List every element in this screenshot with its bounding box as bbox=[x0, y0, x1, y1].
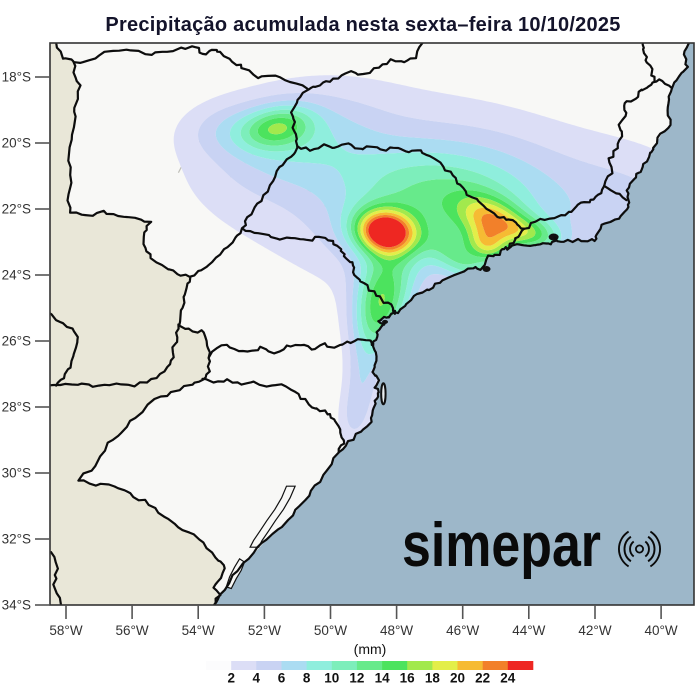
svg-text:26°S: 26°S bbox=[2, 334, 31, 349]
svg-text:16: 16 bbox=[400, 671, 416, 686]
svg-text:4: 4 bbox=[253, 671, 261, 686]
svg-text:18°S: 18°S bbox=[2, 70, 31, 85]
svg-text:30°S: 30°S bbox=[2, 466, 31, 481]
svg-text:simepar: simepar bbox=[402, 511, 601, 580]
svg-text:12: 12 bbox=[349, 671, 364, 686]
svg-text:48°W: 48°W bbox=[380, 623, 413, 638]
svg-text:42°W: 42°W bbox=[578, 623, 611, 638]
svg-text:20: 20 bbox=[450, 671, 465, 686]
svg-text:58°W: 58°W bbox=[49, 623, 82, 638]
svg-text:8: 8 bbox=[303, 671, 311, 686]
svg-text:6: 6 bbox=[278, 671, 286, 686]
svg-text:10: 10 bbox=[324, 671, 339, 686]
svg-text:54°W: 54°W bbox=[182, 623, 215, 638]
svg-text:24: 24 bbox=[500, 671, 516, 686]
svg-text:(mm): (mm) bbox=[354, 641, 387, 657]
svg-text:34°S: 34°S bbox=[2, 598, 31, 613]
svg-text:2: 2 bbox=[227, 671, 235, 686]
svg-text:20°S: 20°S bbox=[2, 136, 31, 151]
svg-text:28°S: 28°S bbox=[2, 400, 31, 415]
svg-text:22°S: 22°S bbox=[2, 202, 31, 217]
svg-text:22: 22 bbox=[475, 671, 490, 686]
svg-text:56°W: 56°W bbox=[116, 623, 149, 638]
svg-text:40°W: 40°W bbox=[645, 623, 678, 638]
svg-text:24°S: 24°S bbox=[2, 268, 31, 283]
svg-text:50°W: 50°W bbox=[314, 623, 347, 638]
svg-text:14: 14 bbox=[375, 671, 391, 686]
svg-text:18: 18 bbox=[425, 671, 441, 686]
svg-text:52°W: 52°W bbox=[248, 623, 281, 638]
svg-text:Precipitação acumulada nesta s: Precipitação acumulada nesta sexta–feira… bbox=[105, 14, 620, 36]
svg-text:46°W: 46°W bbox=[446, 623, 479, 638]
svg-text:44°W: 44°W bbox=[512, 623, 545, 638]
svg-text:32°S: 32°S bbox=[2, 532, 31, 547]
